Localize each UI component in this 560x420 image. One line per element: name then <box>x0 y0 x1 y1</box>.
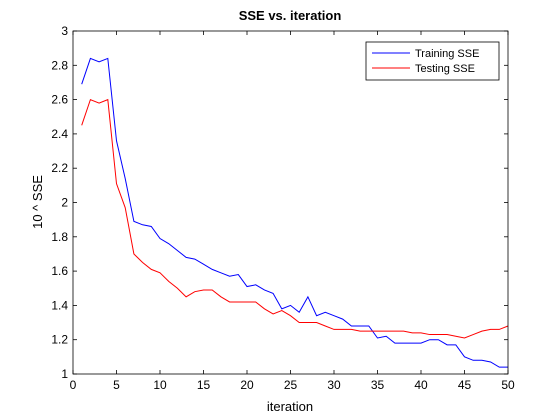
y-tick-label: 1.4 <box>51 298 68 312</box>
x-tick-label: 15 <box>197 378 211 392</box>
plot-area <box>73 31 508 374</box>
y-tick-label: 3 <box>61 24 68 38</box>
y-tick-label: 1.6 <box>51 264 68 278</box>
y-tick-label: 2.2 <box>51 161 68 175</box>
x-tick-label: 35 <box>371 378 385 392</box>
y-tick-label: 1.8 <box>51 230 68 244</box>
x-tick-label: 50 <box>501 378 515 392</box>
legend-label: Training SSE <box>415 48 479 60</box>
x-tick-label: 30 <box>327 378 341 392</box>
y-tick-label: 1 <box>61 367 68 381</box>
x-tick-label: 5 <box>113 378 120 392</box>
x-tick-label: 0 <box>70 378 77 392</box>
legend: Training SSE Testing SSE <box>365 41 500 81</box>
x-tick-label: 40 <box>414 378 428 392</box>
series-line-testing <box>81 98 509 339</box>
x-tick-label: 45 <box>458 378 472 392</box>
chart-title: SSE vs. iteration <box>239 8 342 23</box>
legend-box <box>365 41 500 81</box>
x-tick-label: 25 <box>284 378 298 392</box>
y-tick-label: 2.8 <box>51 58 68 72</box>
ticks-layer: 0 5 10 15 20 25 30 35 40 45 50 1 1.2 1.4 1.6 1.8 2 2.2 2.4… <box>51 24 515 392</box>
x-tick-label: 20 <box>240 378 254 392</box>
y-tick-label: 2.6 <box>51 93 68 107</box>
y-axis-label: 10 ^ SSE <box>30 175 45 229</box>
y-tick-label: 1.2 <box>51 333 68 347</box>
y-tick-label: 2.4 <box>51 127 68 141</box>
y-tick-label: 2 <box>61 196 68 210</box>
series-line-training <box>81 57 508 368</box>
series-layer <box>81 57 509 368</box>
legend-label: Testing SSE <box>415 63 475 75</box>
x-tick-label: 10 <box>153 378 167 392</box>
x-axis-label: iteration <box>267 399 313 414</box>
